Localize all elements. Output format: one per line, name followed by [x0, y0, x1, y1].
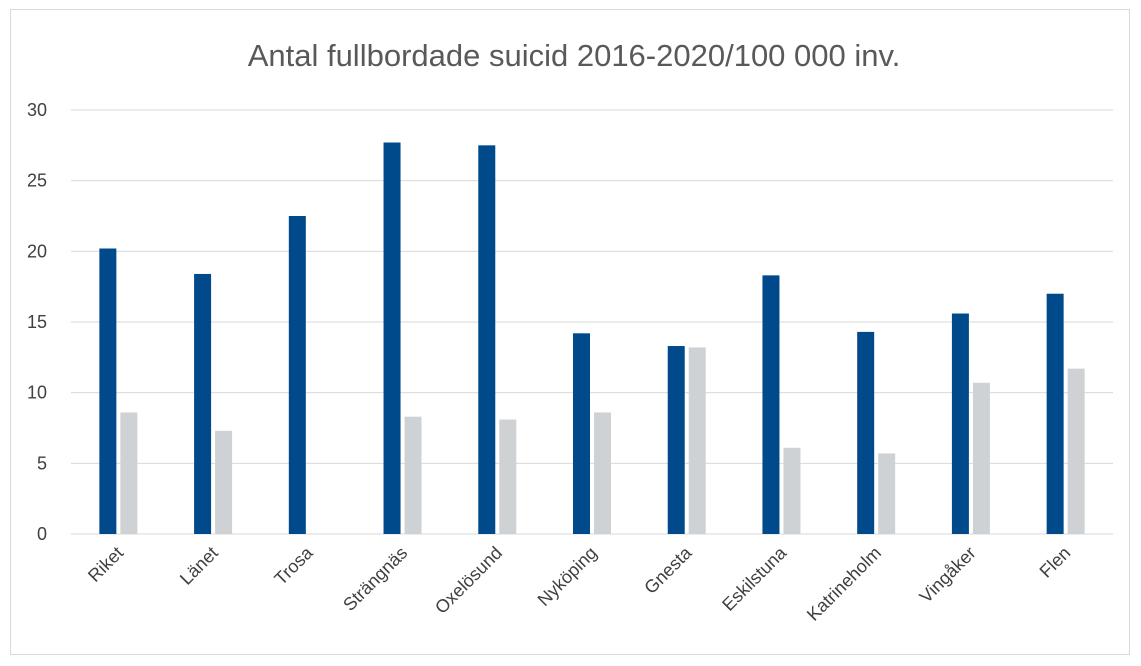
- bar-series1-eskilstuna: [762, 275, 780, 534]
- y-tick-label: 0: [37, 524, 47, 544]
- bar-series1-oxelösund: [478, 145, 496, 535]
- bar-series2-flen: [1067, 368, 1085, 534]
- y-tick-label: 30: [27, 100, 47, 120]
- bar-series1-trosa: [288, 216, 306, 534]
- bars: [99, 142, 1085, 535]
- x-category-label: Vingåker: [916, 543, 980, 607]
- y-tick-label: 15: [27, 312, 47, 332]
- y-tick-label: 5: [37, 453, 47, 473]
- bar-series2-eskilstuna: [783, 447, 801, 534]
- x-category-label: Länet: [176, 543, 222, 589]
- bar-series1-länet: [194, 273, 212, 534]
- bar-series2-gnesta: [688, 347, 706, 534]
- x-category-label: Flen: [1036, 543, 1075, 582]
- x-category-label: Trosa: [270, 542, 317, 589]
- chart-title: Antal fullbordade suicid 2016-2020/100 0…: [248, 38, 901, 73]
- bar-series1-riket: [99, 248, 117, 535]
- bar-series2-oxelösund: [499, 419, 517, 534]
- y-tick-label: 10: [27, 383, 47, 403]
- bar-series2-vingåker: [972, 382, 990, 534]
- x-axis-category-labels: Riket Länet Trosa Strängnäs Oxelösund Nyköpin…: [84, 542, 1074, 625]
- bar-series1-strängnäs: [383, 142, 401, 535]
- x-category-label: Oxelösund: [431, 543, 506, 618]
- x-category-label: Strängnäs: [339, 543, 411, 615]
- bar-series2-strängnäs: [404, 416, 422, 534]
- x-category-label: Nyköping: [534, 543, 601, 610]
- bar-series2-länet: [215, 430, 233, 534]
- bar-series1-vingåker: [951, 313, 969, 534]
- y-axis-tick-labels: 0 5 10 15 20 25 30: [27, 100, 47, 544]
- bar-series2-riket: [120, 412, 138, 534]
- bar-series1-katrineholm: [857, 331, 875, 534]
- bar-series1-gnesta: [667, 346, 685, 534]
- x-category-label: Gnesta: [640, 542, 696, 598]
- x-category-label: Katrineholm: [803, 543, 885, 625]
- gridlines: [71, 109, 1113, 535]
- bar-series1-nyköping: [573, 333, 590, 534]
- bar-series2-nyköping: [594, 412, 611, 534]
- y-tick-label: 20: [27, 241, 47, 261]
- x-category-label: Riket: [84, 543, 127, 586]
- y-tick-label: 25: [27, 171, 47, 191]
- x-category-label: Eskilstuna: [718, 542, 791, 615]
- bar-series2-katrineholm: [878, 453, 896, 534]
- bar-series1-flen: [1046, 293, 1064, 534]
